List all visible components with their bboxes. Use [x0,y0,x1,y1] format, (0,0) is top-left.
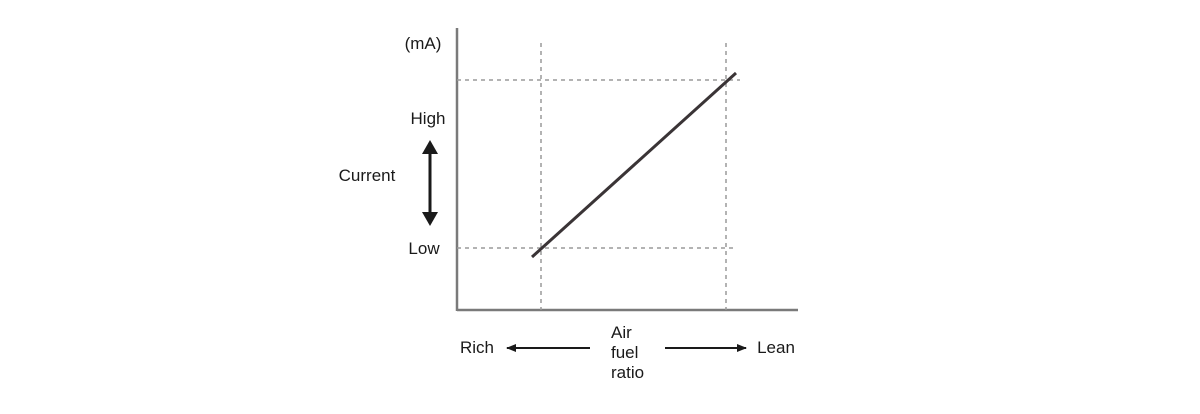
up-down-arrow-icon [422,140,438,226]
y-axis-label: Current [339,166,396,185]
x-right-label: Lean [757,338,795,357]
x-axis-label-line-2: fuel [611,343,638,362]
y-tick-low: Low [408,239,440,258]
y-tick-high: High [411,109,446,128]
current-series-line [530,71,738,259]
x-left-label: Rich [460,338,494,357]
y-unit-label: (mA) [405,34,442,53]
x-axis-label-line-1: Air [611,323,632,342]
x-axis-label-line-3: ratio [611,363,644,382]
